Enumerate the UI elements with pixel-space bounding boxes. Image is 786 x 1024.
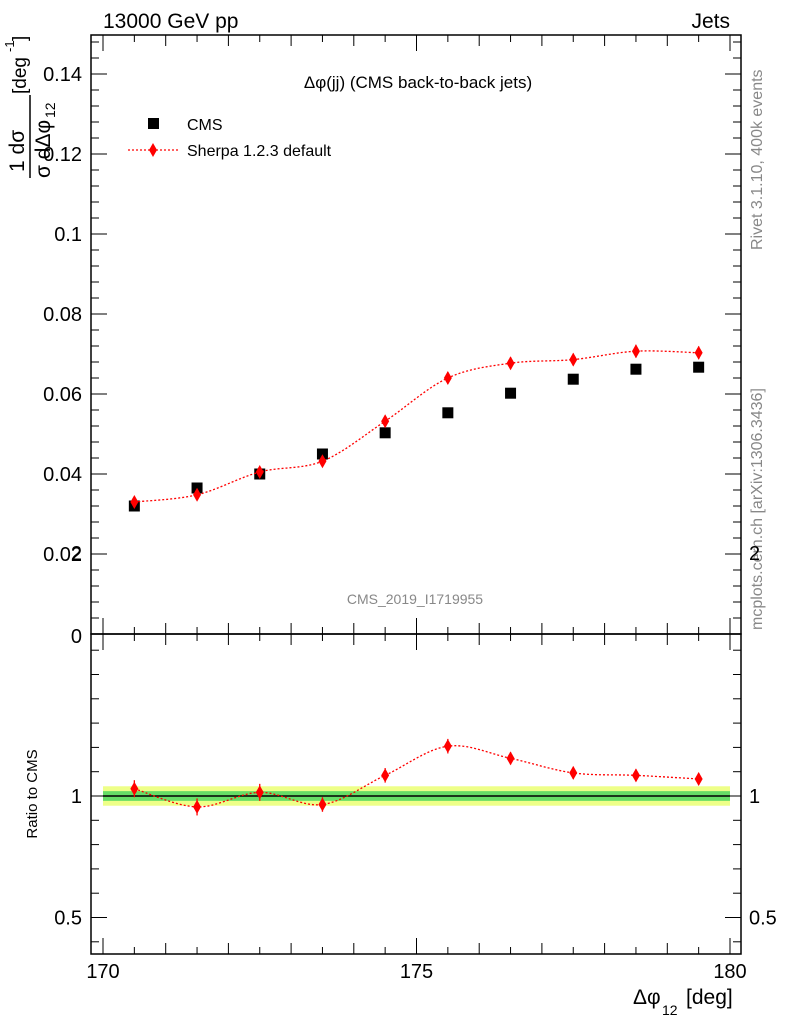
ylabel-unit-close: ] bbox=[10, 36, 31, 41]
data-point-cms bbox=[442, 407, 454, 419]
y-tick-label-ratio: 1 bbox=[71, 786, 82, 808]
y-tick-label-ratio-right: 2 bbox=[749, 543, 760, 565]
legend-marker-cms bbox=[148, 118, 159, 129]
y-axis-label-ratio: Ratio to CMS bbox=[24, 749, 41, 838]
y-tick-label-ratio: 0.5 bbox=[54, 908, 82, 930]
xlabel-sub: 12 bbox=[662, 1002, 678, 1018]
ratio-point-sherpa bbox=[569, 765, 578, 780]
ratio-point-sherpa bbox=[255, 785, 264, 800]
y-tick-label-main: 0.14 bbox=[43, 64, 82, 86]
data-point-sherpa bbox=[318, 454, 327, 469]
xlabel-unit: [deg] bbox=[686, 986, 733, 1009]
header-left: 13000 GeV pp bbox=[103, 10, 238, 33]
y-tick-label-ratio: 2 bbox=[71, 543, 82, 565]
y-tick-label-main: 0.04 bbox=[43, 464, 82, 486]
ratio-line-sherpa bbox=[134, 745, 699, 808]
ylabel-unit-sup: -1 bbox=[2, 40, 17, 52]
data-point-sherpa bbox=[255, 465, 264, 479]
data-point-sherpa bbox=[694, 345, 703, 360]
data-point-cms bbox=[567, 373, 579, 385]
ratio-point-sherpa bbox=[318, 797, 327, 812]
series-line-sherpa bbox=[134, 350, 699, 503]
ratio-point-sherpa bbox=[381, 768, 390, 783]
rivet-label: Rivet 3.1.10, 400k events bbox=[749, 69, 766, 250]
mcplots-label: mcplots.cern.ch [arXiv:1306.3436] bbox=[749, 388, 766, 630]
y-tick-label-main: 0.02 bbox=[43, 544, 82, 566]
ylabel-den: σ dΔφ bbox=[32, 120, 55, 178]
x-tick-label: 180 bbox=[713, 961, 746, 983]
ylabel-num: 1 dσ bbox=[6, 130, 29, 172]
data-point-cms bbox=[505, 387, 517, 399]
xlabel-main: Δφ bbox=[633, 986, 661, 1009]
watermark: CMS_2019_I1719955 bbox=[347, 591, 483, 607]
data-point-sherpa bbox=[569, 352, 578, 367]
legend-marker-sherpa bbox=[149, 143, 157, 157]
data-point-sherpa bbox=[381, 414, 390, 429]
ratio-point-sherpa bbox=[694, 771, 703, 786]
data-point-sherpa bbox=[443, 371, 452, 385]
header-right: Jets bbox=[691, 10, 730, 33]
x-tick-label: 175 bbox=[400, 961, 433, 983]
data-point-cms bbox=[379, 427, 391, 439]
y-tick-label-main: 0.06 bbox=[43, 384, 82, 406]
legend-label-sherpa: Sherpa 1.2.3 default bbox=[187, 143, 332, 160]
data-point-sherpa bbox=[130, 495, 139, 509]
data-point-sherpa bbox=[193, 487, 202, 502]
data-point-cms bbox=[693, 361, 705, 373]
ratio-point-sherpa bbox=[631, 768, 640, 783]
ratio-point-sherpa bbox=[130, 781, 139, 796]
x-tick-label: 170 bbox=[86, 961, 119, 983]
data-point-cms bbox=[630, 363, 642, 375]
y-tick-label-main: 0 bbox=[71, 626, 82, 648]
ratio-point-sherpa bbox=[193, 799, 202, 814]
ratio-point-sherpa bbox=[443, 739, 452, 754]
x-axis-label: Δφ 12 [deg] bbox=[633, 986, 733, 1018]
y-tick-label-main: 0.1 bbox=[54, 224, 82, 246]
chart-title: Δφ(jj) (CMS back-to-back jets) bbox=[304, 73, 532, 92]
ylabel-unit: [deg bbox=[10, 57, 31, 94]
ratio-point-sherpa bbox=[506, 751, 515, 766]
ylabel-sub: 12 bbox=[42, 102, 58, 118]
data-point-cms bbox=[316, 448, 328, 460]
legend-label-cms: CMS bbox=[187, 117, 223, 134]
y-tick-label-main: 0.12 bbox=[43, 144, 82, 166]
legend: CMS Sherpa 1.2.3 default bbox=[128, 117, 332, 160]
chart-marks: 170 175 180 0 0.02 0.04 0.06 0.08 0.1 0.12 0.14 0.5… bbox=[43, 34, 777, 983]
y-tick-label-ratio-right: 1 bbox=[749, 786, 760, 808]
data-point-sherpa bbox=[506, 356, 515, 371]
y-tick-label-ratio-right: 0.5 bbox=[749, 908, 777, 930]
y-tick-label-main: 0.08 bbox=[43, 304, 82, 326]
y-axis-label-main: 1 dσ σ dΔφ 12 [deg -1 ] bbox=[2, 36, 58, 178]
data-point-sherpa bbox=[631, 344, 640, 359]
